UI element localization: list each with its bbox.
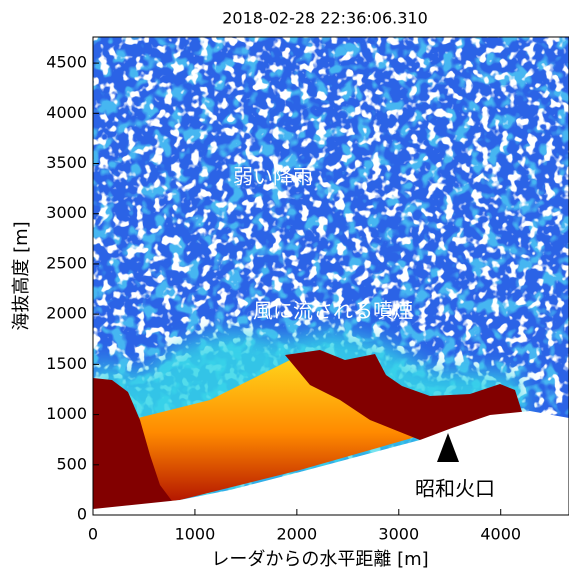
x-tick-label: 4000: [480, 525, 521, 544]
y-tick-label: 2500: [46, 253, 87, 272]
x-tick-label: 0: [88, 525, 98, 544]
y-tick-label: 3000: [46, 203, 87, 222]
annotation: 風に流される噴煙: [253, 299, 413, 323]
annotation: 弱い降雨: [233, 165, 313, 189]
y-tick-label: 500: [56, 454, 87, 473]
x-tick-label: 2000: [276, 525, 317, 544]
x-tick-label: 3000: [378, 525, 419, 544]
x-axis-label: レーダからの水平距離 [m]: [211, 549, 428, 570]
y-tick-label: 2000: [46, 304, 87, 323]
chart: 2018-02-28 22:36:06.310 レーダからの水平距離 [m] 海…: [0, 0, 569, 571]
y-tick-label: 1500: [46, 354, 87, 373]
y-tick-label: 1000: [46, 404, 87, 423]
annotation: 昭和火口: [415, 477, 495, 501]
y-axis-label: 海抜高度 [m]: [11, 221, 32, 330]
radar-image: [93, 37, 569, 515]
chart-title: 2018-02-28 22:36:06.310: [222, 9, 428, 28]
y-tick-label: 3500: [46, 153, 87, 172]
x-tick-label: 1000: [175, 525, 216, 544]
y-tick-label: 4500: [46, 53, 87, 72]
y-tick-label: 0: [77, 505, 87, 524]
y-tick-label: 4000: [46, 103, 87, 122]
